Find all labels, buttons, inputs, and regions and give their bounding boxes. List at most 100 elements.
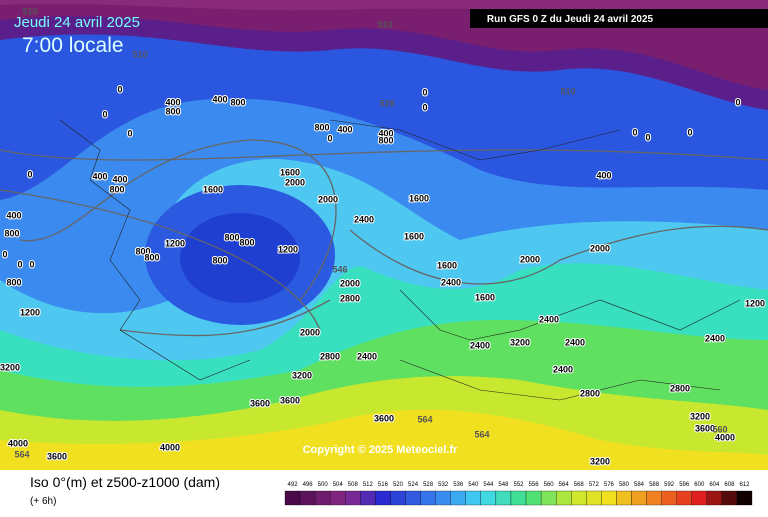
- colorbar-tick-label: 588: [649, 482, 660, 488]
- colorbar-cell: [510, 490, 527, 506]
- iso0-label: 400: [6, 210, 21, 220]
- colorbar-tick-label: 520: [393, 482, 404, 488]
- iso0-label: 2000: [590, 243, 610, 253]
- z500-label: 510: [560, 86, 575, 96]
- colorbar-tick-label: 496: [303, 482, 314, 488]
- iso0-label: 800: [212, 255, 227, 265]
- iso0-label: 800: [224, 232, 239, 242]
- iso0-label: 1600: [437, 260, 457, 270]
- colorbar-cell: [721, 490, 738, 506]
- run-box: [470, 9, 768, 28]
- colorbar-cell: [601, 490, 617, 506]
- colorbar-cell: [420, 490, 436, 506]
- iso0-label: 2800: [320, 351, 340, 361]
- colorbar-cell: [299, 490, 316, 506]
- run-text: Run GFS 0 Z du Jeudi 24 avril 2025: [487, 14, 654, 25]
- colorbar-tick-label: 500: [318, 482, 329, 488]
- iso0-label: 800: [314, 122, 329, 132]
- colorbar-cell: [345, 490, 361, 506]
- iso0-label: 0: [632, 127, 637, 137]
- iso0-label: 0: [327, 133, 332, 143]
- colorbar-cell: [284, 490, 301, 506]
- iso0-label: 2000: [520, 254, 540, 264]
- iso0-label: 3200: [510, 337, 530, 347]
- z500-label: 564: [417, 414, 432, 424]
- iso0-label: 4000: [160, 442, 180, 452]
- iso0-label: 800: [109, 184, 124, 194]
- iso0-label: 0: [27, 169, 32, 179]
- iso0-label: 1600: [203, 184, 223, 194]
- iso0-label: 3600: [695, 423, 715, 433]
- iso0-label: 3200: [292, 370, 312, 380]
- colorbar-cell: [676, 490, 692, 506]
- iso0-label: 1600: [280, 167, 300, 177]
- iso0-label: 2000: [285, 177, 305, 187]
- colorbar-tick-label: 576: [604, 482, 615, 488]
- colorbar-tick-label: 516: [378, 482, 389, 488]
- iso0-label: 0: [645, 132, 650, 142]
- colorbar-cell: [435, 490, 451, 506]
- colorbar-tick-label: 612: [739, 482, 750, 488]
- iso0-label: 800: [144, 252, 159, 262]
- colorbar-tick-label: 600: [694, 482, 705, 488]
- iso0-label: 1200: [278, 244, 298, 254]
- colorbar-tick-label: 556: [529, 482, 540, 488]
- colorbar-cell: [631, 490, 647, 506]
- footer-step: (+ 6h): [30, 496, 56, 507]
- colorbar-cell: [480, 490, 497, 506]
- iso0-label: 400: [165, 97, 180, 107]
- colorbar-tick-label: 596: [679, 482, 690, 488]
- colorbar-tick-label: 580: [619, 482, 630, 488]
- iso0-label: 2800: [580, 388, 600, 398]
- contour-lines: [0, 139, 768, 337]
- iso0-label: 400: [337, 124, 352, 134]
- iso0-label: 800: [230, 97, 245, 107]
- colorbar-cell: [314, 490, 331, 506]
- iso0-label: 1600: [475, 292, 495, 302]
- z500-label: 528: [379, 98, 394, 108]
- iso0-label: 3600: [280, 395, 300, 405]
- colorbar-cell: [646, 490, 662, 506]
- colorbar-cell: [706, 490, 723, 506]
- colorbar-cell: [450, 490, 466, 506]
- colorbar-cell: [571, 490, 587, 506]
- colorbar-tick-label: 508: [348, 482, 359, 488]
- colorbar-cell: [465, 490, 481, 506]
- colorbar-cell: [691, 490, 707, 506]
- iso0-label: 3200: [590, 456, 610, 466]
- iso0-label: 0: [422, 87, 427, 97]
- iso0-label: 0: [29, 259, 34, 269]
- z500-label: 510: [377, 19, 392, 29]
- colorbar-cell: [661, 490, 677, 506]
- iso0-label: 2400: [354, 214, 374, 224]
- z500-label: 560: [712, 424, 727, 434]
- z500-label: 564: [474, 429, 489, 439]
- footer-title: Iso 0°(m) et z500-z1000 (dam): [30, 474, 220, 490]
- z500-label: 510: [22, 6, 37, 16]
- colorbar-cell: [330, 490, 346, 506]
- iso0-label: 2400: [705, 333, 725, 343]
- coastlines: [59, 119, 741, 401]
- colorbar-cell: [586, 490, 602, 506]
- iso0-label: 2400: [357, 351, 377, 361]
- colorbar-cell: [525, 490, 542, 506]
- colorbar-cell: [616, 490, 632, 506]
- colorbar-tick-label: 492: [288, 482, 299, 488]
- colorbar-tick-label: 512: [363, 482, 374, 488]
- iso0-label: 3600: [47, 451, 67, 461]
- colorbar: 492 496 500 504 508 512 516 520 524 528 532 536 540 5…: [284, 482, 753, 506]
- colorbar-tick-label: 540: [468, 482, 479, 488]
- colorbar-tick-label: 592: [664, 482, 675, 488]
- iso0-label: 4000: [715, 432, 735, 442]
- colorbar-cell: [390, 490, 406, 506]
- colorbar-tick-label: 552: [513, 482, 524, 488]
- iso0-label: 0: [735, 97, 740, 107]
- iso0-label: 2400: [441, 277, 461, 287]
- colorbar-cell: [540, 490, 557, 506]
- iso0-label: 0: [102, 109, 107, 119]
- colorbar-tick-label: 504: [333, 482, 344, 488]
- iso0-label: 1200: [20, 307, 40, 317]
- time-text: 7:00 locale: [22, 34, 124, 57]
- iso0-label: 1200: [745, 298, 765, 308]
- iso0-label: 400: [112, 174, 127, 184]
